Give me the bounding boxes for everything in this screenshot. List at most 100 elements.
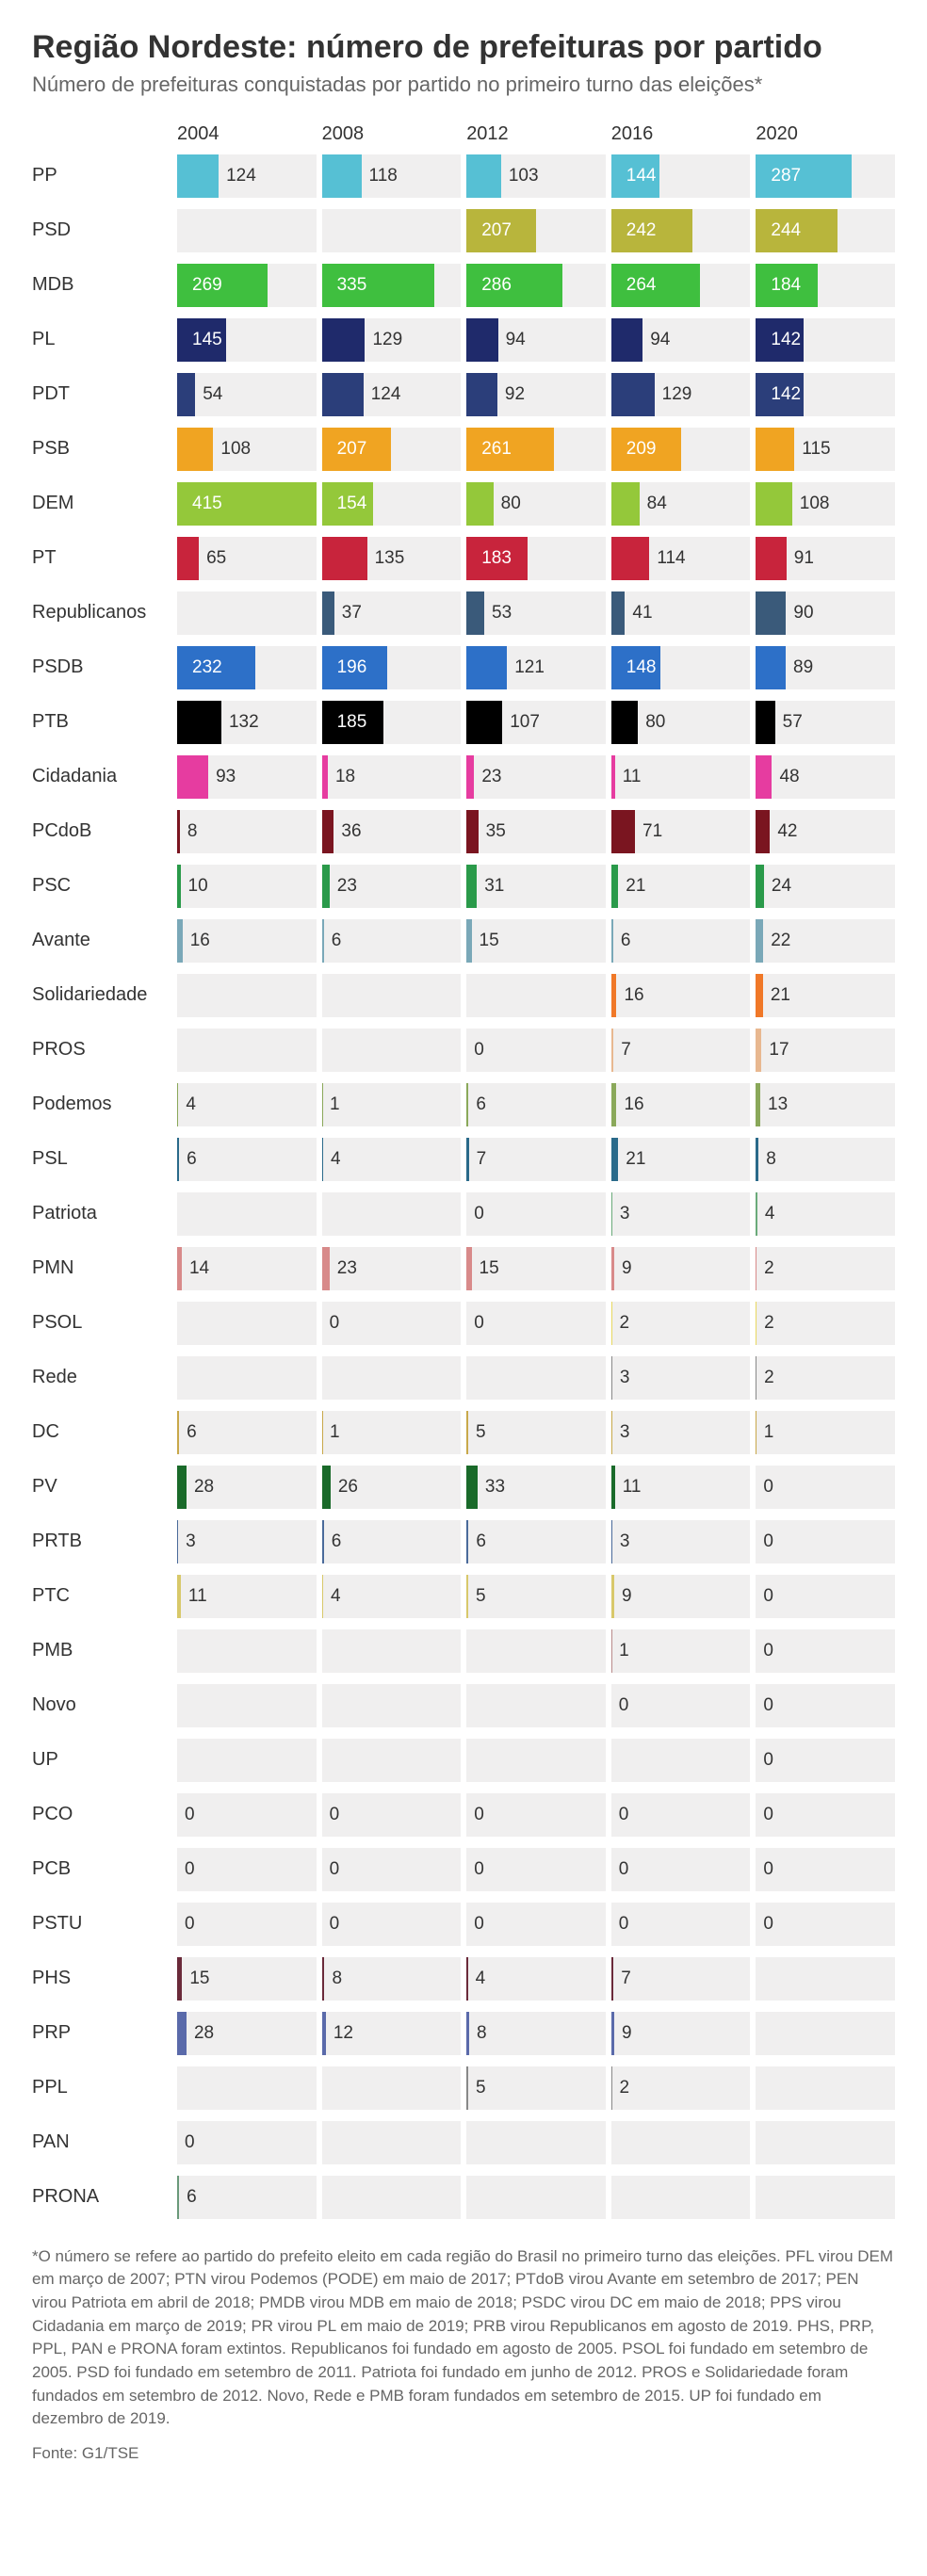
bar-cell: 0 (466, 1192, 606, 1236)
bar-cell (756, 2066, 895, 2110)
bar-cell (322, 1629, 462, 1673)
party-label: PT (32, 537, 171, 580)
bar-value: 6 (613, 931, 631, 951)
bar-cell: 415 (177, 482, 317, 526)
bar-value: 121 (507, 657, 545, 678)
bar (322, 591, 334, 635)
bar-value: 3 (612, 1368, 630, 1388)
bar-cell: 16 (611, 974, 751, 1017)
party-label: Cidadania (32, 755, 171, 799)
party-label: PP (32, 154, 171, 198)
bar-cell: 1 (322, 1411, 462, 1454)
bar-cell: 142 (756, 318, 895, 362)
bar (322, 373, 364, 416)
bar-value: 5 (468, 2078, 486, 2098)
bar-cell: 0 (322, 1793, 462, 1837)
party-label: DEM (32, 482, 171, 526)
party-label: PRP (32, 2012, 171, 2055)
bar-cell: 0 (611, 1793, 751, 1837)
bar-value: 3 (612, 1422, 630, 1443)
bar-value: 21 (618, 1149, 645, 1170)
bar-value: 0 (756, 1586, 773, 1607)
bar-cell: 3 (611, 1192, 751, 1236)
bar (756, 701, 774, 744)
bar-cell: 3 (611, 1411, 751, 1454)
bar-value: 242 (619, 220, 657, 241)
bar (756, 428, 794, 471)
bar-cell: 144 (611, 154, 751, 198)
bar-cell: 4 (322, 1575, 462, 1618)
bar-value: 5 (468, 1422, 486, 1443)
bar (466, 865, 477, 908)
bar-value: 145 (185, 330, 222, 350)
bar-cell: 28 (177, 1466, 317, 1509)
bar-value: 0 (177, 2132, 195, 2153)
bar-value: 7 (469, 1149, 487, 1170)
bar-value: 42 (770, 821, 797, 842)
bar-value: 0 (756, 1477, 773, 1498)
party-label: PHS (32, 1957, 171, 2001)
bar-value: 35 (479, 821, 506, 842)
bar-cell: 26 (322, 1466, 462, 1509)
bar (756, 646, 786, 689)
bar-cell (177, 1029, 317, 1072)
bar (466, 482, 493, 526)
bar-cell: 18 (322, 755, 462, 799)
bar-cell: 33 (466, 1466, 606, 1509)
bar-value: 80 (494, 494, 521, 514)
bar-value: 6 (468, 1094, 486, 1115)
bar-cell: 24 (756, 865, 895, 908)
bar-cell: 0 (466, 1302, 606, 1345)
bar-cell: 154 (322, 482, 462, 526)
bar-value: 16 (616, 1094, 643, 1115)
bar-value: 0 (466, 1805, 484, 1825)
bar-value: 4 (323, 1586, 341, 1607)
party-label: PSB (32, 428, 171, 471)
bar-value: 184 (763, 275, 801, 296)
bar-cell: 21 (756, 974, 895, 1017)
bar-value: 261 (474, 439, 512, 460)
bar-cell: 92 (466, 373, 606, 416)
bar-value: 0 (466, 1204, 484, 1224)
bar-cell: 71 (611, 810, 751, 853)
bar-value: 0 (611, 1805, 629, 1825)
source: Fonte: G1/TSE (32, 2444, 895, 2463)
bar-cell: 9 (611, 1247, 751, 1290)
bar (177, 537, 199, 580)
bar-value: 6 (179, 1149, 197, 1170)
bar-cell (177, 2066, 317, 2110)
bar-value: 17 (761, 1040, 789, 1061)
bar-value: 13 (760, 1094, 788, 1115)
bar (756, 537, 786, 580)
bar-value: 142 (763, 330, 801, 350)
bar-cell: 0 (756, 1848, 895, 1891)
bar-value: 132 (221, 712, 259, 733)
bar-value: 1 (756, 1422, 774, 1443)
party-label: Novo (32, 1684, 171, 1727)
bar-cell: 6 (322, 1520, 462, 1563)
bar-cell: 7 (466, 1138, 606, 1181)
bar-cell: 15 (466, 919, 606, 963)
bar-cell: 145 (177, 318, 317, 362)
bar-value: 2 (756, 1368, 774, 1388)
bar-value: 57 (775, 712, 803, 733)
bar-cell: 42 (756, 810, 895, 853)
bar-cell: 124 (177, 154, 317, 198)
party-label: Republicanos (32, 591, 171, 635)
bar-value: 9 (614, 2023, 632, 2044)
bar-value: 91 (787, 548, 814, 569)
bar-cell: 11 (177, 1575, 317, 1618)
bar-value: 54 (195, 384, 222, 405)
bar-cell: 6 (177, 1411, 317, 1454)
bar-cell: 185 (322, 701, 462, 744)
bar-cell: 261 (466, 428, 606, 471)
bar-value: 8 (758, 1149, 776, 1170)
bar-cell (177, 974, 317, 1017)
bar-value: 23 (474, 767, 501, 787)
party-label: PTB (32, 701, 171, 744)
bar-cell: 103 (466, 154, 606, 198)
bar-cell: 6 (322, 919, 462, 963)
bar-cell: 132 (177, 701, 317, 744)
bar-value: 12 (326, 2023, 353, 2044)
bar-cell: 0 (611, 1848, 751, 1891)
